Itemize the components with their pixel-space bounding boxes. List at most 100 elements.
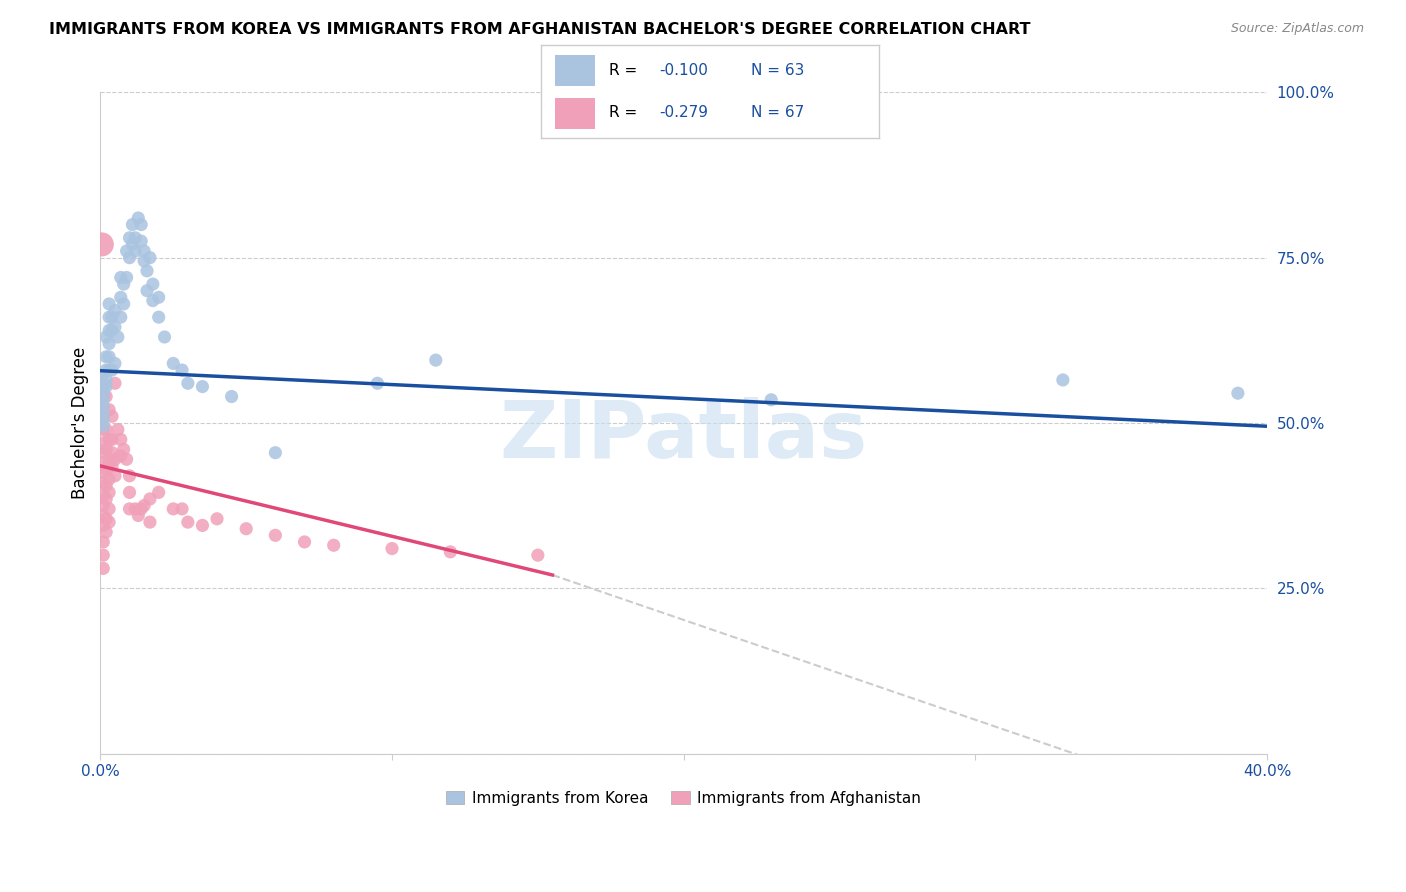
Point xyxy=(110,310,132,325)
Point xyxy=(96,491,118,506)
Point xyxy=(91,535,114,549)
Point xyxy=(91,423,114,437)
Point xyxy=(191,518,214,533)
Point xyxy=(142,277,165,291)
Point xyxy=(115,452,138,467)
Point xyxy=(91,386,114,401)
Point xyxy=(132,499,155,513)
Point xyxy=(104,468,127,483)
Point xyxy=(98,336,121,351)
Point xyxy=(112,442,135,457)
Point xyxy=(96,442,118,457)
Point xyxy=(91,435,114,450)
FancyBboxPatch shape xyxy=(555,98,595,129)
Point xyxy=(98,502,121,516)
Point xyxy=(104,356,127,370)
Point xyxy=(148,290,170,304)
Point xyxy=(761,392,783,407)
Point xyxy=(124,502,146,516)
Point xyxy=(101,445,124,459)
Point xyxy=(98,433,121,447)
Point xyxy=(264,528,287,542)
Point xyxy=(91,409,114,424)
Point xyxy=(98,363,121,377)
Text: -0.100: -0.100 xyxy=(659,62,709,78)
Point xyxy=(96,389,118,403)
Point xyxy=(101,433,124,447)
Point xyxy=(91,518,114,533)
Point xyxy=(425,353,447,368)
Text: N = 63: N = 63 xyxy=(751,62,804,78)
Point xyxy=(162,356,184,370)
Point xyxy=(98,472,121,486)
Point xyxy=(101,310,124,325)
Point xyxy=(177,376,200,391)
Point xyxy=(96,524,118,539)
Point xyxy=(142,293,165,308)
Y-axis label: Bachelor's Degree: Bachelor's Degree xyxy=(72,347,89,499)
Point xyxy=(527,548,550,562)
Point xyxy=(96,512,118,526)
Point xyxy=(91,392,114,407)
Text: -0.279: -0.279 xyxy=(659,105,709,120)
Point xyxy=(91,412,114,426)
Point xyxy=(381,541,404,556)
Point xyxy=(132,254,155,268)
Point xyxy=(104,452,127,467)
Point xyxy=(101,458,124,473)
Text: N = 67: N = 67 xyxy=(751,105,804,120)
Point xyxy=(104,376,127,391)
Point xyxy=(127,508,149,523)
Point xyxy=(98,515,121,529)
Point xyxy=(96,462,118,476)
Point xyxy=(101,363,124,377)
Point xyxy=(91,499,114,513)
Point xyxy=(153,330,176,344)
Legend: Immigrants from Korea, Immigrants from Afghanistan: Immigrants from Korea, Immigrants from A… xyxy=(440,785,928,812)
Point xyxy=(191,379,214,393)
Point xyxy=(124,244,146,258)
Point xyxy=(91,466,114,480)
Point xyxy=(129,218,152,232)
Point xyxy=(90,237,112,252)
Point xyxy=(91,475,114,490)
Point xyxy=(366,376,388,391)
Point xyxy=(294,535,316,549)
Point xyxy=(96,350,118,364)
Point xyxy=(118,502,141,516)
Point xyxy=(136,264,159,278)
Point xyxy=(1052,373,1074,387)
Point xyxy=(115,270,138,285)
Point xyxy=(170,363,193,377)
Text: ZIPatlas: ZIPatlas xyxy=(499,397,868,475)
Text: R =: R = xyxy=(609,105,643,120)
Point xyxy=(110,449,132,463)
Point xyxy=(96,379,118,393)
Point xyxy=(115,244,138,258)
Point xyxy=(177,515,200,529)
Point xyxy=(96,330,118,344)
Point xyxy=(112,297,135,311)
Point xyxy=(129,502,152,516)
Point xyxy=(139,491,162,506)
Point xyxy=(139,515,162,529)
Text: IMMIGRANTS FROM KOREA VS IMMIGRANTS FROM AFGHANISTAN BACHELOR'S DEGREE CORRELATI: IMMIGRANTS FROM KOREA VS IMMIGRANTS FROM… xyxy=(49,22,1031,37)
Point xyxy=(96,479,118,493)
Point xyxy=(162,502,184,516)
Point xyxy=(98,297,121,311)
Point xyxy=(221,389,243,403)
Point xyxy=(118,231,141,245)
Point xyxy=(148,485,170,500)
Point xyxy=(139,251,162,265)
Point xyxy=(90,373,112,387)
Point xyxy=(322,538,344,552)
Point xyxy=(96,363,118,377)
Point xyxy=(129,234,152,248)
Point xyxy=(96,423,118,437)
Point xyxy=(91,456,114,470)
Point xyxy=(98,456,121,470)
Point xyxy=(118,251,141,265)
Point xyxy=(98,485,121,500)
Point xyxy=(124,231,146,245)
Point xyxy=(439,545,461,559)
